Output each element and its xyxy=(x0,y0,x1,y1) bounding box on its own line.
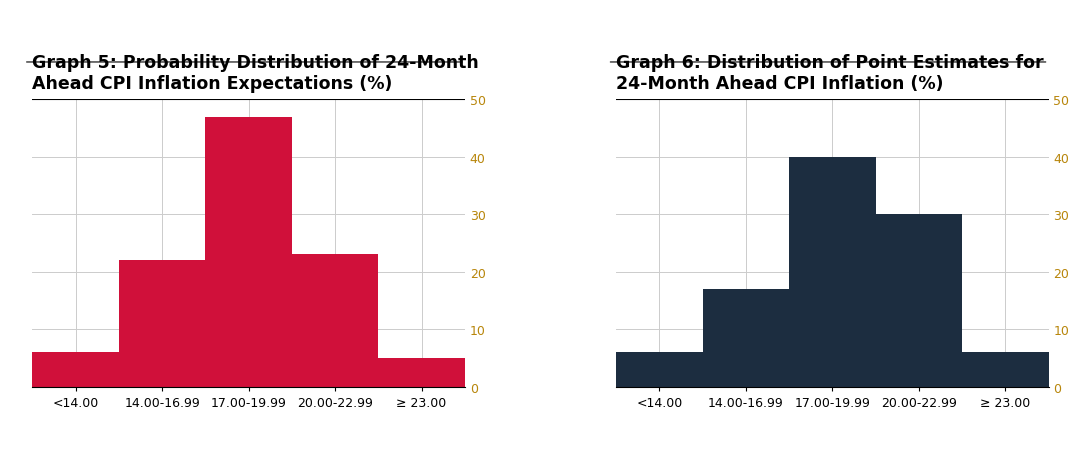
Text: Graph 6: Distribution of Point Estimates for
24-Month Ahead CPI Inflation (%): Graph 6: Distribution of Point Estimates… xyxy=(616,54,1044,93)
Text: Graph 5: Probability Distribution of 24-Month
Ahead CPI Inflation Expectations (: Graph 5: Probability Distribution of 24-… xyxy=(32,54,479,93)
Bar xyxy=(378,358,465,387)
Bar xyxy=(616,352,703,387)
Bar xyxy=(876,215,962,387)
Bar xyxy=(962,352,1049,387)
Bar xyxy=(119,261,205,387)
Bar xyxy=(292,255,378,387)
Bar xyxy=(703,289,789,387)
Bar xyxy=(789,157,876,387)
Bar xyxy=(205,117,292,387)
Bar xyxy=(32,352,119,387)
